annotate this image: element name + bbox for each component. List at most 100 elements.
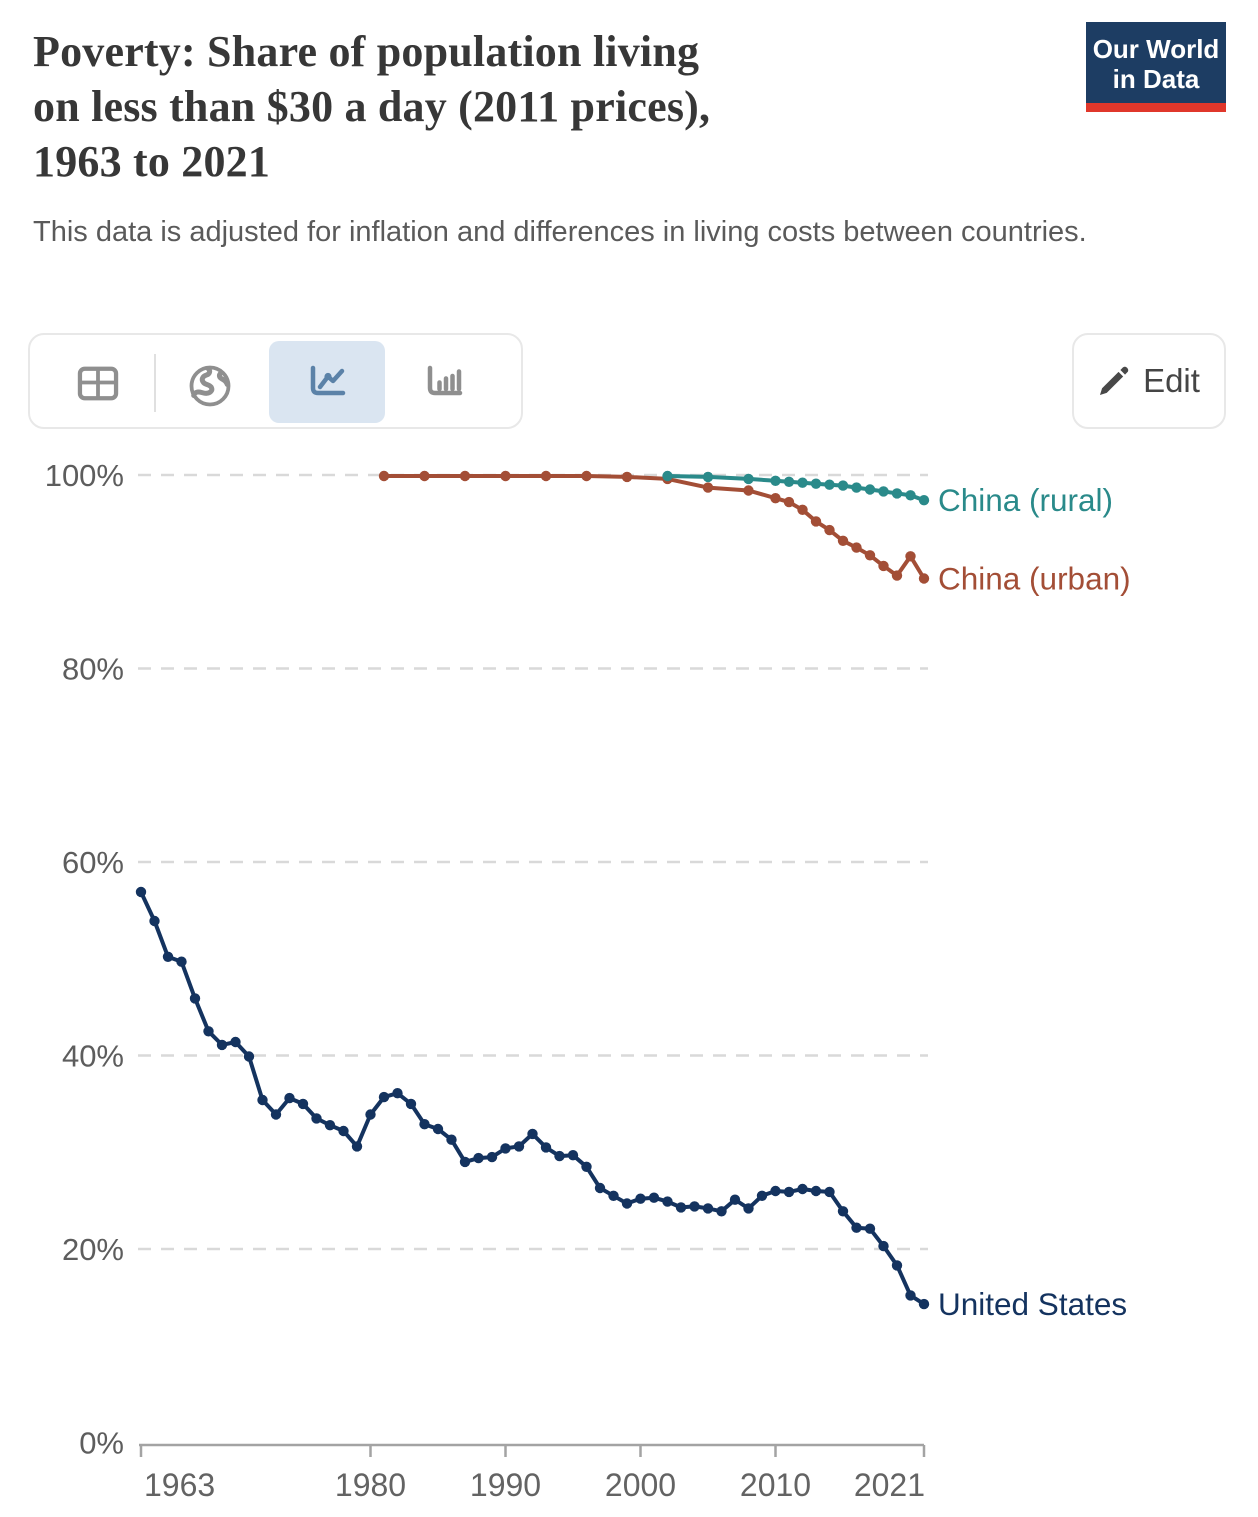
tab-table[interactable] (76, 364, 120, 405)
data-point-united-states-1978[interactable] (338, 1125, 349, 1137)
data-point-united-states-1972[interactable] (257, 1094, 268, 1106)
data-point-united-states-1990[interactable] (500, 1143, 511, 1154)
data-point-china-rural-2021[interactable] (918, 495, 930, 506)
data-point-china-rural-2013[interactable] (810, 478, 822, 489)
tab-bar-chart[interactable] (422, 362, 466, 405)
data-point-united-states-2016[interactable] (851, 1222, 862, 1233)
data-point-united-states-2015[interactable] (837, 1206, 849, 1217)
data-point-china-urban-1993[interactable] (540, 470, 552, 482)
data-point-china-urban-2012[interactable] (797, 504, 808, 515)
data-point-united-states-1987[interactable] (459, 1156, 471, 1168)
data-point-china-urban-2011[interactable] (783, 496, 795, 508)
data-point-united-states-1994[interactable] (554, 1150, 565, 1162)
data-point-united-states-2019[interactable] (891, 1260, 903, 1271)
data-point-united-states-1983[interactable] (405, 1098, 417, 1110)
data-point-china-rural-2002[interactable] (662, 470, 673, 482)
data-point-united-states-2010[interactable] (770, 1185, 781, 1197)
data-point-united-states-1989[interactable] (486, 1151, 498, 1163)
data-point-united-states-2006[interactable] (716, 1206, 727, 1217)
data-point-united-states-1996[interactable] (581, 1161, 592, 1172)
data-point-united-states-1963[interactable] (135, 886, 147, 898)
data-point-china-rural-2008[interactable] (743, 473, 754, 485)
data-point-china-urban-1999[interactable] (621, 471, 633, 483)
data-point-china-urban-2014[interactable] (824, 524, 835, 536)
data-point-united-states-1999[interactable] (621, 1198, 633, 1209)
data-point-united-states-1973[interactable] (270, 1109, 282, 1120)
data-point-united-states-1975[interactable] (297, 1098, 309, 1110)
data-point-united-states-1971[interactable] (243, 1051, 255, 1062)
data-point-china-urban-1981[interactable] (378, 470, 390, 482)
data-point-united-states-1985[interactable] (432, 1123, 444, 1135)
data-point-united-states-1988[interactable] (473, 1152, 484, 1164)
data-point-united-states-1966[interactable] (176, 956, 187, 967)
data-point-united-states-1991[interactable] (513, 1141, 525, 1152)
data-point-china-rural-2011[interactable] (783, 476, 795, 487)
data-point-united-states-1965[interactable] (162, 951, 174, 962)
data-point-united-states-1977[interactable] (324, 1120, 336, 1131)
data-point-china-urban-2021[interactable] (918, 573, 930, 584)
data-point-united-states-2018[interactable] (878, 1240, 889, 1252)
data-point-china-rural-2005[interactable] (702, 471, 714, 483)
data-point-china-urban-1996[interactable] (581, 470, 592, 482)
data-point-united-states-2011[interactable] (783, 1186, 795, 1198)
data-point-united-states-2005[interactable] (702, 1203, 714, 1214)
data-point-china-urban-2015[interactable] (837, 535, 849, 546)
data-point-united-states-1967[interactable] (189, 993, 201, 1004)
data-point-china-urban-2017[interactable] (864, 550, 876, 561)
data-point-china-urban-2010[interactable] (770, 493, 781, 504)
owid-logo[interactable]: Our World in Data (1086, 22, 1226, 112)
data-point-china-rural-2019[interactable] (891, 488, 903, 499)
data-point-united-states-1979[interactable] (351, 1141, 363, 1152)
data-point-united-states-1984[interactable] (419, 1119, 430, 1130)
data-point-united-states-1993[interactable] (540, 1142, 552, 1153)
data-point-china-urban-1990[interactable] (500, 470, 511, 482)
data-point-united-states-1964[interactable] (149, 915, 160, 927)
data-point-china-urban-2013[interactable] (810, 516, 822, 527)
data-point-united-states-1968[interactable] (203, 1026, 214, 1037)
data-point-china-urban-2005[interactable] (702, 482, 714, 493)
data-point-united-states-2000[interactable] (635, 1193, 646, 1204)
data-point-united-states-1970[interactable] (230, 1036, 241, 1048)
data-point-china-urban-1987[interactable] (459, 470, 471, 482)
data-point-china-rural-2010[interactable] (770, 475, 781, 486)
series-label-china-rural[interactable]: China (rural) (938, 482, 1113, 518)
data-point-united-states-1980[interactable] (365, 1109, 376, 1120)
data-point-united-states-2008[interactable] (743, 1203, 754, 1214)
data-point-china-rural-2018[interactable] (878, 486, 889, 497)
tab-line-chart[interactable] (305, 362, 349, 405)
data-point-united-states-1981[interactable] (378, 1091, 390, 1103)
data-point-china-urban-2018[interactable] (878, 560, 889, 572)
data-point-china-rural-2016[interactable] (851, 482, 862, 493)
edit-button[interactable]: Edit (1072, 333, 1226, 429)
data-point-china-rural-2015[interactable] (837, 480, 849, 491)
data-point-united-states-2020[interactable] (905, 1290, 916, 1301)
data-point-united-states-1976[interactable] (311, 1113, 322, 1124)
series-label-united-states[interactable]: United States (938, 1286, 1127, 1322)
data-point-united-states-2002[interactable] (662, 1196, 673, 1207)
data-point-china-rural-2020[interactable] (905, 490, 916, 501)
data-point-china-urban-1984[interactable] (419, 470, 430, 482)
data-point-united-states-1997[interactable] (594, 1182, 606, 1194)
series-line-china-urban[interactable] (382, 474, 926, 581)
data-point-china-urban-2019[interactable] (891, 570, 903, 581)
data-point-united-states-1992[interactable] (527, 1128, 538, 1140)
data-point-china-urban-2008[interactable] (743, 485, 754, 496)
data-point-united-states-2012[interactable] (797, 1183, 808, 1195)
data-point-china-urban-2020[interactable] (905, 551, 916, 562)
data-point-united-states-1974[interactable] (284, 1092, 295, 1104)
data-point-united-states-2007[interactable] (729, 1194, 741, 1205)
data-point-china-rural-2017[interactable] (864, 484, 876, 495)
data-point-united-states-2014[interactable] (824, 1186, 835, 1198)
data-point-united-states-1995[interactable] (567, 1150, 579, 1161)
data-point-united-states-1986[interactable] (446, 1134, 457, 1145)
data-point-china-rural-2012[interactable] (797, 477, 808, 488)
data-point-united-states-1998[interactable] (608, 1190, 619, 1201)
data-point-united-states-2021[interactable] (918, 1298, 930, 1310)
data-point-united-states-2003[interactable] (675, 1202, 687, 1213)
data-point-united-states-1982[interactable] (392, 1088, 403, 1099)
data-point-united-states-2004[interactable] (689, 1201, 700, 1212)
series-label-china-urban[interactable]: China (urban) (938, 561, 1131, 597)
data-point-united-states-2013[interactable] (810, 1185, 822, 1197)
tab-map[interactable] (188, 364, 232, 411)
data-point-united-states-2017[interactable] (864, 1223, 876, 1234)
